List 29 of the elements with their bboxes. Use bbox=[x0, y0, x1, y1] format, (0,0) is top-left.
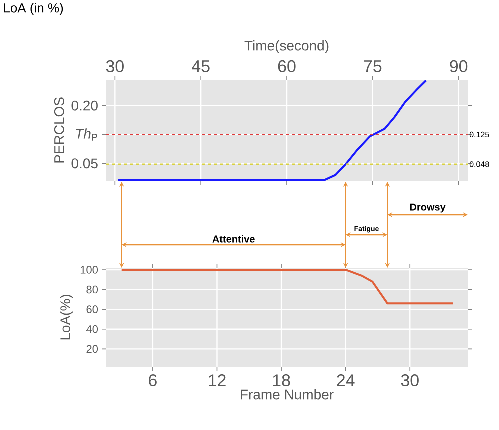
text: LoA (in %) bbox=[4, 3, 64, 16]
ref-line-label: 0.048 bbox=[470, 162, 490, 168]
text: Attentive bbox=[212, 235, 255, 243]
x-tick-label: 24 bbox=[337, 374, 355, 386]
x-tick-label: 60 bbox=[278, 60, 296, 72]
x-tick-label: 12 bbox=[209, 374, 226, 386]
line-series bbox=[120, 268, 454, 305]
x-tick-label: 6 bbox=[149, 374, 157, 387]
y-tick-label: Th$_{P}$ bbox=[76, 128, 98, 141]
text: Drowsy bbox=[410, 204, 446, 213]
x-axis-title: Time(second) bbox=[244, 40, 329, 54]
x-tick-label: 90 bbox=[450, 60, 468, 72]
y-tick-label: 80 bbox=[86, 286, 98, 294]
x-axis-title: Frame Number bbox=[241, 389, 334, 400]
y-tick-label: 0.20 bbox=[72, 100, 98, 111]
x-tick-label: 75 bbox=[364, 60, 382, 72]
y-tick-label: 40 bbox=[86, 325, 98, 334]
y-tick-label: 0.05 bbox=[72, 158, 98, 169]
y-axis-title: PERCLOS bbox=[54, 98, 64, 163]
line-series bbox=[117, 80, 428, 182]
ref-line-label: 0.125 bbox=[470, 132, 490, 138]
y-tick-label: 100 bbox=[80, 266, 98, 274]
x-tick-label: 30 bbox=[401, 374, 419, 387]
x-tick-label: 30 bbox=[106, 60, 124, 72]
x-tick-label: 18 bbox=[273, 374, 290, 387]
y-tick-label: 20 bbox=[86, 345, 98, 354]
y-tick-label: 60 bbox=[86, 306, 98, 314]
x-tick-label: 45 bbox=[192, 60, 210, 72]
y-axis-title: LoA(%) bbox=[60, 295, 74, 340]
